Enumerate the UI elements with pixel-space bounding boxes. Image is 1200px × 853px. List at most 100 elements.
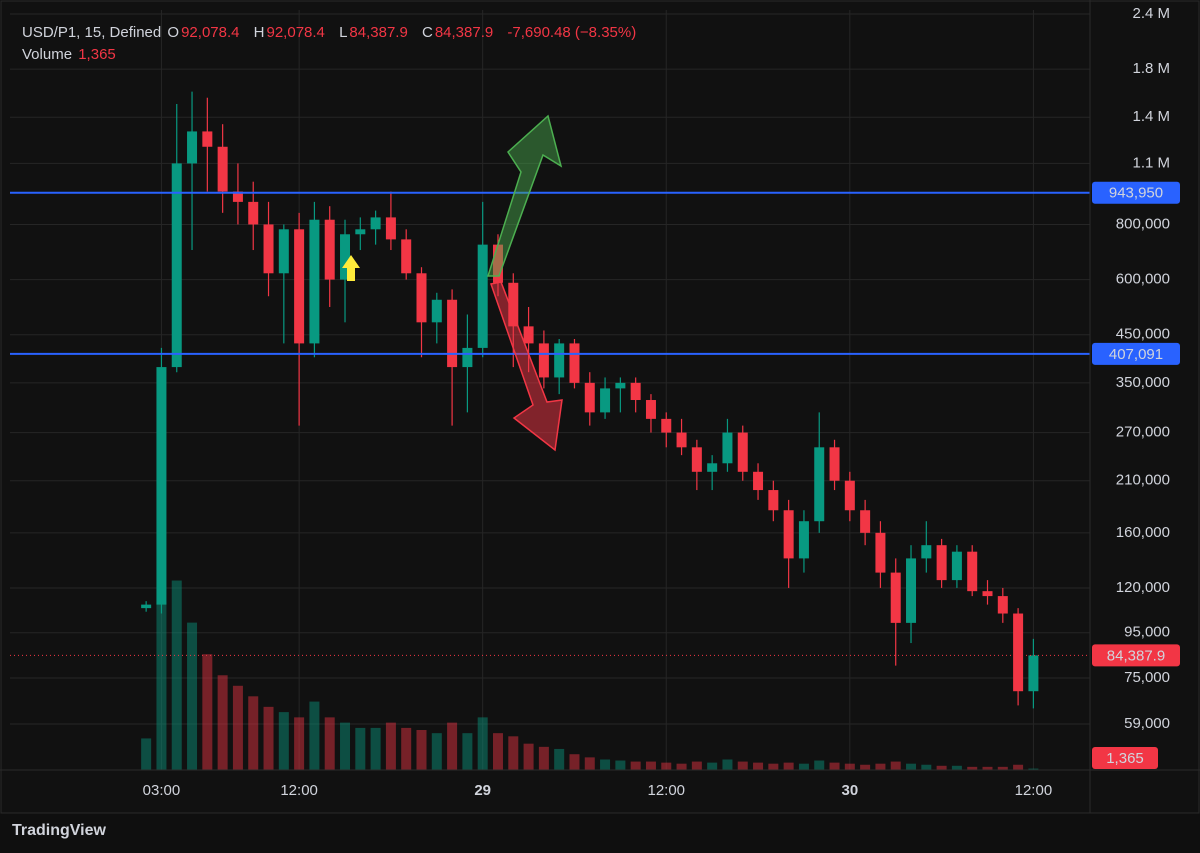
- candle-body: [844, 480, 855, 511]
- volume-bar: [645, 761, 656, 770]
- candle-body: [187, 131, 198, 164]
- y-tick-label: 2.4 M: [1132, 5, 1170, 22]
- candle-body: [431, 299, 442, 323]
- volume-bar: [707, 762, 718, 770]
- candle-body: [676, 432, 687, 448]
- candle-body: [569, 343, 580, 383]
- volume-bar: [676, 763, 687, 770]
- price-tag-label: 943,950: [1109, 185, 1163, 202]
- volume-bar: [860, 764, 871, 770]
- candle-body: [768, 490, 779, 511]
- candle-body: [278, 229, 289, 274]
- y-tick-label: 450,000: [1116, 326, 1170, 343]
- volume-bar: [737, 761, 748, 770]
- candle-body: [217, 146, 228, 192]
- candle-body: [584, 382, 595, 413]
- volume-tag-label: 1,365: [1106, 750, 1144, 767]
- volume-bar: [202, 654, 213, 770]
- volume-bar: [569, 754, 580, 770]
- volume-bar: [477, 717, 488, 770]
- candle-body: [508, 282, 519, 327]
- volume-bar: [875, 763, 886, 770]
- price-tag-label: 84,387.9: [1107, 647, 1165, 664]
- candle-body: [982, 591, 993, 597]
- candle-body: [645, 400, 656, 419]
- volume-bar: [722, 759, 733, 770]
- y-tick-label: 59,000: [1124, 715, 1170, 732]
- volume-bar: [538, 746, 549, 770]
- legend-label: L: [339, 24, 348, 41]
- legend-label: C: [421, 24, 433, 41]
- x-tick-label: 03:00: [143, 782, 181, 799]
- candle-body: [263, 224, 274, 274]
- x-tick-label: 12:00: [280, 782, 318, 799]
- candle-body: [722, 432, 733, 464]
- candle-body: [538, 343, 549, 378]
- candle-body: [951, 551, 962, 581]
- candle-body: [814, 447, 825, 522]
- grid: [10, 10, 1090, 770]
- y-tick-label: 95,000: [1124, 624, 1170, 641]
- candle-body: [798, 521, 809, 559]
- candle-body: [477, 244, 488, 348]
- volume-bar: [171, 580, 182, 770]
- volume-bar: [814, 760, 825, 770]
- candle-body: [967, 551, 978, 592]
- drawings: [342, 114, 563, 452]
- volume-bar: [921, 764, 932, 770]
- candle-body: [600, 388, 611, 413]
- price-tag: [1092, 181, 1180, 204]
- candle-body: [385, 217, 396, 240]
- candle-body: [875, 532, 886, 573]
- candle-body: [294, 229, 305, 344]
- axes: 2.4 M 1.8 M 1.4 M 1.1 M 800,000 600,000 450,00…: [0, 0, 1200, 813]
- volume-bar: [416, 730, 427, 770]
- candle-body: [890, 572, 901, 623]
- candle-body: [691, 447, 702, 472]
- volume-bar: [431, 733, 442, 770]
- candle-body: [401, 239, 412, 274]
- candle-body: [232, 191, 243, 202]
- candle-body: [340, 234, 351, 280]
- price-tag-label: 407,091: [1109, 346, 1163, 363]
- green-arrow: [486, 114, 563, 277]
- volume-tag: [1092, 747, 1158, 769]
- candle-body: [1013, 613, 1024, 692]
- legend-change: -7,690.48 (−8.35%): [507, 24, 637, 41]
- volume-bar: [630, 761, 641, 770]
- volume-bar: [615, 760, 626, 770]
- y-tick-label: 350,000: [1116, 374, 1170, 391]
- candle-body: [737, 432, 748, 472]
- volume-bar: [829, 762, 840, 770]
- candle-body: [860, 510, 871, 533]
- y-tick-label: 800,000: [1116, 215, 1170, 232]
- volume-bar: [340, 722, 351, 770]
- x-tick-label: 12:00: [1015, 782, 1053, 799]
- candle-body: [1028, 655, 1039, 692]
- volume-bar: [768, 763, 779, 770]
- legend-row: Volume 1,365: [22, 44, 638, 66]
- volume-bar: [187, 622, 198, 770]
- volume-bar: [508, 736, 519, 770]
- candle-body: [997, 596, 1008, 614]
- price-pane: [10, 91, 1090, 709]
- volume-bar: [783, 762, 794, 770]
- volume-bar: [584, 757, 595, 770]
- volume-bar: [691, 761, 702, 770]
- candle-body: [783, 510, 794, 559]
- candle-body: [248, 201, 259, 225]
- y-tick-label: 210,000: [1116, 472, 1170, 489]
- y-tick-label: 270,000: [1116, 424, 1170, 441]
- volume-bar: [232, 685, 243, 770]
- legend-value: 1,365: [78, 46, 116, 63]
- candle-body: [309, 219, 320, 344]
- candle-body: [936, 545, 947, 581]
- volume-bar: [492, 733, 503, 770]
- volume-bar: [263, 706, 274, 770]
- candle-body: [156, 367, 167, 605]
- volume-bar: [278, 712, 289, 770]
- volume-bar: [370, 727, 381, 770]
- volume-bar: [217, 675, 228, 770]
